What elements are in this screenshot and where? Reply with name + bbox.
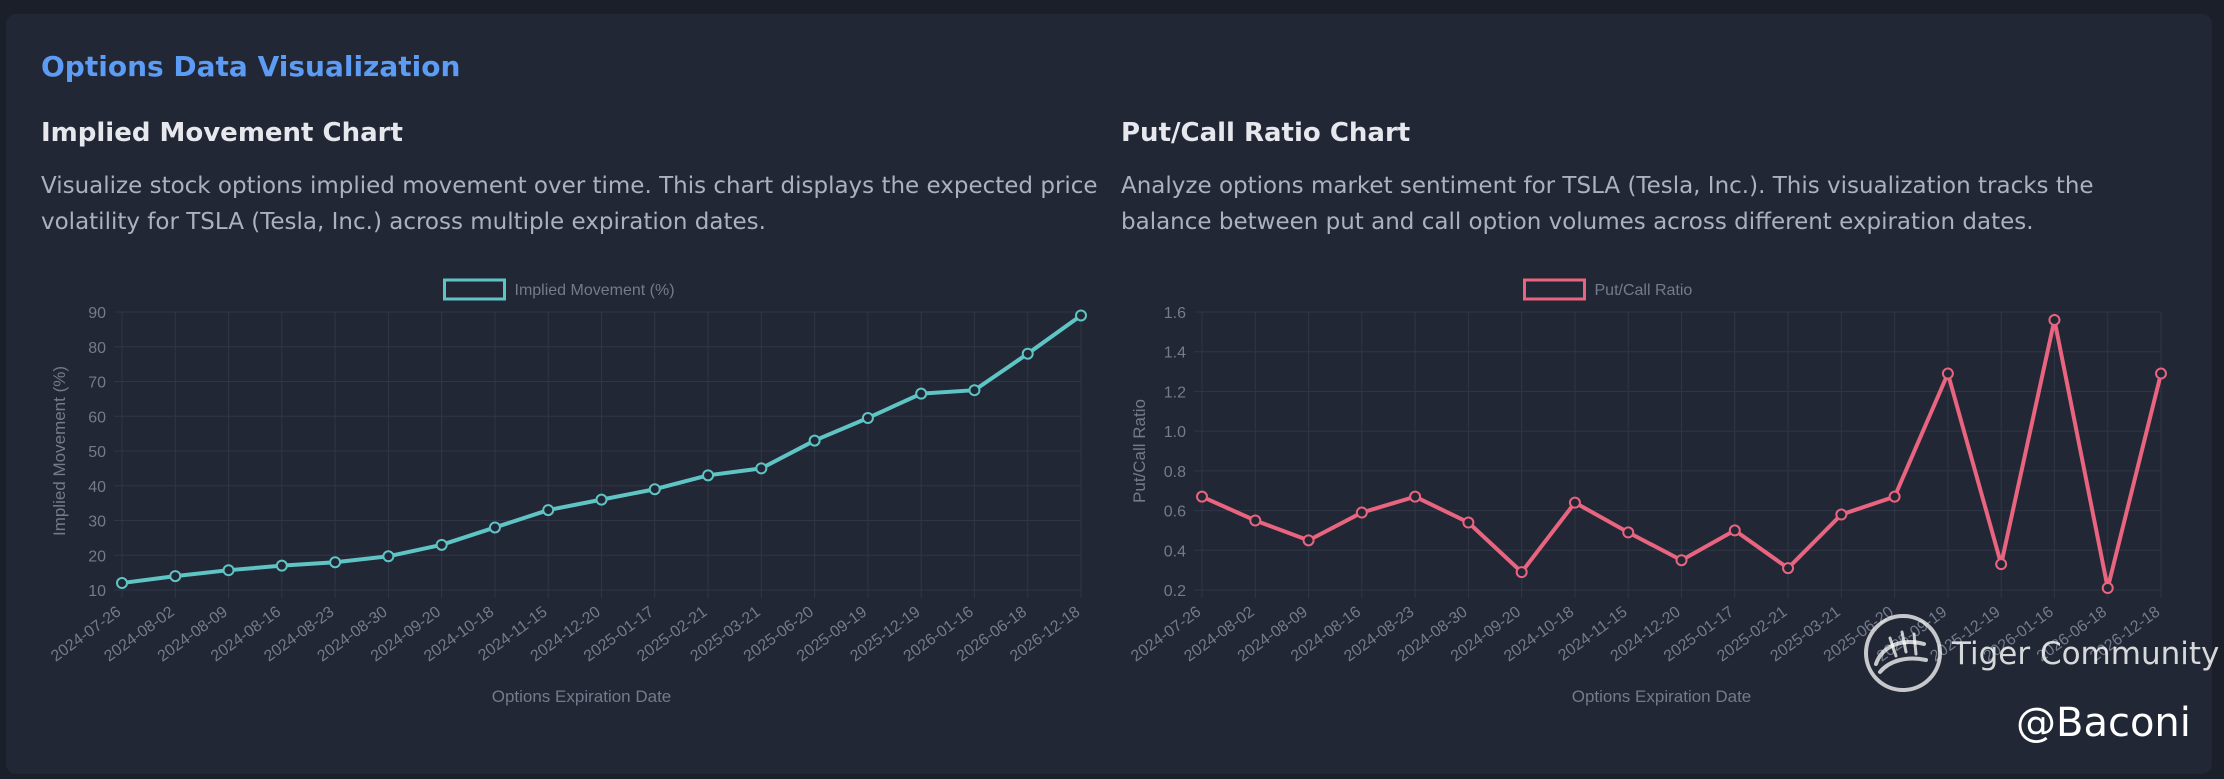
data-point (1302, 534, 1315, 547)
data-point (1675, 554, 1688, 567)
data-point (1021, 347, 1034, 360)
data-point (1075, 309, 1087, 322)
data-point (968, 384, 981, 397)
data-point (169, 570, 182, 583)
data-point (488, 521, 501, 534)
y-tick-label: 0.4 (1164, 543, 1186, 560)
data-point (2048, 313, 2061, 326)
y-tick-label: 80 (88, 340, 106, 357)
watermark-brand: Tiger Community (1952, 636, 2220, 672)
legend-swatch (1523, 278, 1586, 301)
legend-swatch (443, 278, 506, 301)
x-axis-title: Options Expiration Date (492, 687, 672, 706)
put-call-description: Analyze options market sentiment for TSL… (1121, 173, 2094, 235)
data-point (1462, 516, 1475, 529)
data-point (1515, 566, 1528, 579)
data-point (1409, 490, 1422, 503)
y-tick-label: 1.0 (1164, 424, 1186, 441)
y-tick-label: 0.2 (1164, 583, 1186, 600)
data-point (275, 559, 288, 572)
page-title: Options Data Visualization (41, 50, 461, 83)
data-point (382, 550, 395, 563)
data-point (435, 538, 448, 551)
y-tick-label: 60 (88, 409, 106, 426)
data-point (1728, 524, 1741, 537)
y-tick-label: 0.8 (1164, 464, 1186, 481)
y-tick-label: 70 (88, 375, 106, 392)
data-point (808, 434, 821, 447)
y-tick-label: 90 (88, 305, 106, 322)
data-point (116, 577, 128, 590)
y-tick-label: 1.2 (1164, 384, 1186, 401)
y-axis-title: Put/Call Ratio (1130, 399, 1149, 503)
x-axis-title: Options Expiration Date (1572, 687, 1752, 706)
data-point (1196, 490, 1208, 503)
data-point (542, 504, 555, 517)
y-tick-label: 10 (88, 583, 106, 600)
put-call-ratio-chart[interactable]: 0.20.40.60.81.01.21.41.62024-07-262024-0… (1121, 262, 2181, 724)
data-point (1355, 506, 1368, 519)
y-tick-label: 1.6 (1164, 305, 1186, 322)
data-point (2101, 582, 2114, 595)
data-point (861, 411, 874, 424)
visualization-panel (6, 14, 2212, 774)
data-point (1888, 490, 1901, 503)
data-point (702, 469, 715, 482)
data-point (329, 556, 342, 569)
watermark-user: @Baconi (2016, 700, 2191, 746)
data-point (2155, 367, 2167, 380)
data-point (222, 564, 235, 577)
y-tick-label: 20 (88, 548, 106, 565)
data-point (755, 462, 768, 475)
implied-movement-description: Visualize stock options implied movement… (41, 173, 1098, 235)
y-tick-label: 50 (88, 444, 106, 461)
data-point (915, 387, 928, 400)
data-point (648, 483, 661, 496)
data-point (1782, 562, 1795, 575)
data-point (595, 493, 608, 506)
put-call-title: Put/Call Ratio Chart (1121, 118, 1411, 148)
data-point (1249, 514, 1262, 527)
implied-movement-title: Implied Movement Chart (41, 118, 403, 148)
implied-movement-chart[interactable]: 1020304050607080902024-07-262024-08-0220… (41, 262, 1101, 724)
y-tick-label: 30 (88, 514, 106, 531)
data-point (1995, 558, 2008, 571)
tiger-community-logo-icon (1864, 614, 1942, 692)
legend-label: Put/Call Ratio (1595, 282, 1693, 299)
data-point (1568, 496, 1581, 509)
data-point (1622, 526, 1635, 539)
y-tick-label: 1.4 (1164, 345, 1186, 362)
y-axis-title: Implied Movement (%) (50, 366, 69, 536)
legend-label: Implied Movement (%) (515, 282, 675, 299)
data-point (1835, 508, 1848, 521)
data-point (1941, 367, 1954, 380)
y-tick-label: 40 (88, 479, 106, 496)
y-tick-label: 0.6 (1164, 504, 1186, 521)
